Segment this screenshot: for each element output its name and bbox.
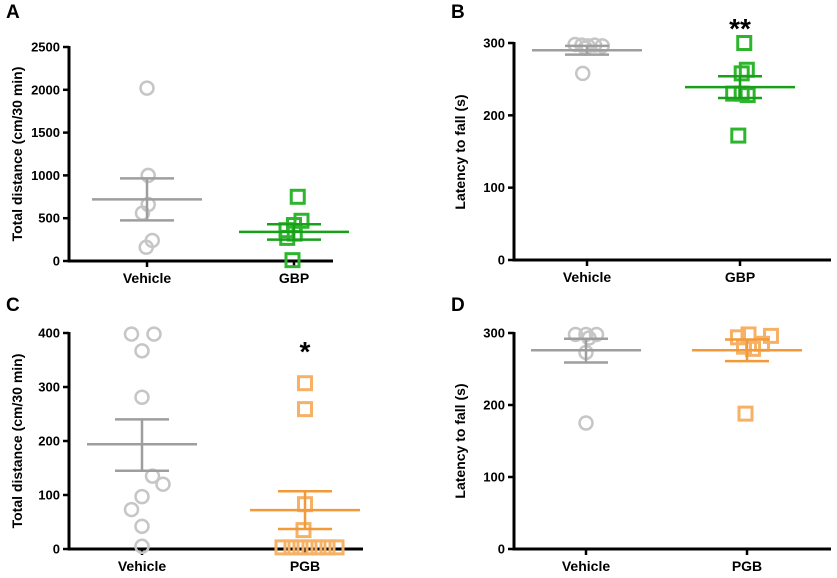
panel-a-y-tick-label: 1000 [31, 168, 60, 183]
panel-c-pgb-point [310, 539, 327, 556]
panel-c-pgb-point [301, 539, 318, 556]
panel-d: D Latency to fall (s) 0 100 200 300 Vehicle P… [451, 295, 831, 574]
panel-d-label: D [451, 295, 465, 316]
panel-b-y-tick-label: 0 [498, 253, 505, 268]
panel-c-category-label: PGB [290, 558, 320, 574]
panel-a-category-label: GBP [279, 270, 309, 286]
panel-a-vehicle-point [138, 239, 154, 256]
panel-a-gbp-point [289, 188, 306, 205]
panel-c-y-tick-label: 300 [38, 380, 60, 395]
panel-c-y-tick-label: 200 [38, 434, 60, 449]
panel-b-y-tick-label: 300 [483, 36, 505, 51]
panel-c-vehicle-point [123, 326, 140, 342]
panel-c-significance-marker: * [300, 336, 311, 367]
panel-b-y-tick-label: 100 [483, 180, 505, 195]
panel-d-y-tick-label: 100 [483, 470, 505, 485]
panel-c-pgb-point [297, 375, 313, 392]
panel-a: A Total distance (cm/30 min) 0 500 1000 150… [6, 2, 349, 286]
panel-b-category-label: Vehicle [563, 269, 611, 285]
panel-c-pgb-point [283, 539, 300, 556]
panel-a-y-tick-label: 0 [53, 254, 60, 269]
panel-c-pgb-point [292, 539, 309, 556]
panel-c-plot: 0 100 200 300 400 Vehicle PGB * [38, 326, 363, 574]
panel-b: B Latency to fall (s) 0 100 200 300 Vehicle G… [451, 2, 831, 285]
panel-b-plot: 0 100 200 300 Vehicle GBP ** [483, 13, 831, 285]
panel-d-vehicle-point [578, 415, 594, 431]
panel-c-y-tick-label: 400 [38, 326, 60, 341]
panel-c-pgb-point [328, 539, 345, 556]
panel-a-y-tick-label: 2500 [31, 40, 60, 55]
panel-d-vehicle-point [588, 326, 605, 343]
panel-a-plot: 0 500 1000 1500 2000 2500 Vehicle GBP [31, 40, 349, 286]
panel-b-gbp-point [733, 65, 750, 82]
panel-a-y-tick-label: 500 [38, 211, 60, 226]
panel-d-plot: 0 100 200 300 Vehicle PGB [483, 326, 831, 574]
panel-c-vehicle-point [134, 488, 150, 505]
panel-a-vehicle-point [139, 80, 155, 96]
panel-c-label: C [6, 295, 20, 316]
panel-c-vehicle-point [123, 501, 140, 518]
panel-a-gbp-point [284, 252, 301, 269]
panel-c-y-tick-label: 0 [53, 542, 60, 557]
panel-b-label: B [451, 2, 465, 23]
panel-b-vehicle-point [575, 65, 591, 82]
panel-b-category-label: GBP [725, 269, 755, 285]
panel-d-y-tick-label: 300 [483, 326, 505, 341]
panel-d-y-axis-label: Latency to fall (s) [452, 383, 468, 498]
panel-a-y-tick-label: 1500 [31, 125, 60, 140]
panel-c-category-label: Vehicle [118, 558, 166, 574]
panel-b-y-tick-label: 200 [483, 108, 505, 123]
panel-a-y-axis-label: Total distance (cm/30 min) [9, 67, 25, 242]
panel-d-pgb-point [737, 405, 754, 422]
panel-b-significance-marker: ** [729, 13, 751, 44]
panel-c-vehicle-point [134, 538, 150, 555]
panel-b-gbp-point [730, 127, 747, 144]
panel-c-vehicle-point [134, 389, 150, 406]
panel-b-y-axis-label: Latency to fall (s) [452, 94, 468, 209]
panel-d-category-label: Vehicle [562, 558, 610, 574]
panel-c-vehicle-point [134, 518, 150, 535]
panel-c-vehicle-point [155, 476, 171, 492]
panel-d-y-tick-label: 0 [498, 542, 505, 557]
panel-d-vehicle-point [567, 326, 584, 343]
panel-a-category-label: Vehicle [123, 270, 171, 286]
panel-b-gbp-point [736, 35, 753, 51]
panel-c-vehicle-point [134, 343, 150, 359]
panel-c-pgb-point [297, 401, 313, 418]
panel-a-y-tick-label: 2000 [31, 82, 60, 97]
panel-a-label: A [6, 2, 20, 23]
panel-c-vehicle-point [146, 326, 162, 342]
panel-d-category-label: PGB [732, 558, 762, 574]
panel-d-y-tick-label: 200 [483, 398, 505, 413]
panel-c-pgb-point [319, 539, 336, 556]
panel-c-pgb-point [274, 539, 291, 556]
panel-c: C Total distance (cm/30 min) 0 100 200 300 4… [6, 295, 363, 574]
panel-c-y-axis-label: Total distance (cm/30 min) [9, 354, 25, 529]
panel-c-y-tick-label: 100 [38, 488, 60, 503]
